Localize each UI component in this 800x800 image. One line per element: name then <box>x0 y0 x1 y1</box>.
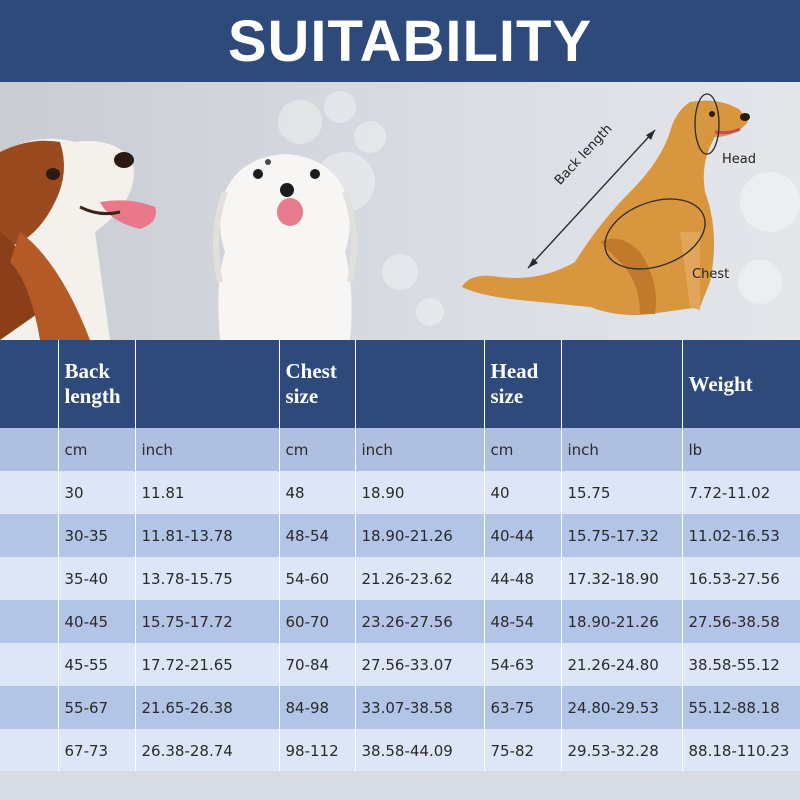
table-cell: 21.26-23.62 <box>355 557 485 600</box>
table-cell: 63-75 <box>484 686 562 729</box>
size-table: Back length Chest size Head size Weight cm inch… <box>0 340 800 772</box>
table-cell: 27.56-33.07 <box>355 643 485 686</box>
table-row: 55-67 21.65-26.38 84-98 33.07-38.58 63-75 24.… <box>0 686 800 729</box>
table-cell: 54-63 <box>484 643 562 686</box>
head-measure-loop <box>694 93 720 155</box>
row-spacer <box>0 514 59 557</box>
row-spacer <box>0 471 59 514</box>
table-cell: 23.26-27.56 <box>355 600 485 643</box>
row-spacer <box>0 557 59 600</box>
table-cell: 55.12-88.18 <box>682 686 800 729</box>
table-header-cell <box>355 340 485 428</box>
dog-illustrations <box>0 91 800 340</box>
unit-cell: inch <box>561 428 683 471</box>
table-cell: 11.81 <box>135 471 280 514</box>
table-cell: 30-35 <box>58 514 136 557</box>
table-cell: 13.78-15.75 <box>135 557 280 600</box>
row-spacer <box>0 729 59 772</box>
table-cell: 54-60 <box>279 557 356 600</box>
bottom-strip <box>0 771 800 800</box>
row-spacer <box>0 643 59 686</box>
table-cell: 15.75 <box>561 471 683 514</box>
table-row: 40-45 15.75-17.72 60-70 23.26-27.56 48-54 18.… <box>0 600 800 643</box>
chest-measure-loop <box>604 198 706 270</box>
title-banner: SUITABILITY <box>0 0 800 82</box>
table-cell: 18.90 <box>355 471 485 514</box>
table-cell: 67-73 <box>58 729 136 772</box>
table-cell: 45-55 <box>58 643 136 686</box>
table-cell: 38.58-55.12 <box>682 643 800 686</box>
table-cell: 33.07-38.58 <box>355 686 485 729</box>
unit-cell: inch <box>135 428 280 471</box>
table-cell: 40-45 <box>58 600 136 643</box>
table-row: 35-40 13.78-15.75 54-60 21.26-23.62 44-48 17.… <box>0 557 800 600</box>
table-unit-row: cm inch cm inch cm inch lb <box>0 428 800 471</box>
table-header-spacer <box>0 340 59 428</box>
table-header-row: Back length Chest size Head size Weight <box>0 340 800 428</box>
table-cell: 48 <box>279 471 356 514</box>
table-row: 67-73 26.38-28.74 98-112 38.58-44.09 75-82 29… <box>0 729 800 772</box>
table-cell: 11.02-16.53 <box>682 514 800 557</box>
table-cell: 60-70 <box>279 600 356 643</box>
unit-cell: cm <box>279 428 356 471</box>
table-cell: 44-48 <box>484 557 562 600</box>
table-cell: 11.81-13.78 <box>135 514 280 557</box>
unit-spacer <box>0 428 59 471</box>
unit-cell: inch <box>355 428 485 471</box>
page-title: SUITABILITY <box>227 8 593 74</box>
table-header-cell <box>135 340 280 428</box>
back-length-arrow <box>527 129 656 269</box>
table-cell: 27.56-38.58 <box>682 600 800 643</box>
table-cell: 16.53-27.56 <box>682 557 800 600</box>
table-row: 30-35 11.81-13.78 48-54 18.90-21.26 40-44 15.… <box>0 514 800 557</box>
table-cell: 17.72-21.65 <box>135 643 280 686</box>
row-spacer <box>0 686 59 729</box>
table-cell: 98-112 <box>279 729 356 772</box>
table-cell: 15.75-17.72 <box>135 600 280 643</box>
table-cell: 35-40 <box>58 557 136 600</box>
table-header-cell: Weight <box>682 340 800 428</box>
table-cell: 7.72-11.02 <box>682 471 800 514</box>
maltese-dog-image <box>213 154 357 340</box>
table-row: 30 11.81 48 18.90 40 15.75 7.72-11.02 <box>0 471 800 514</box>
table-cell: 18.90-21.26 <box>355 514 485 557</box>
table-cell: 15.75-17.32 <box>561 514 683 557</box>
table-header-cell <box>561 340 683 428</box>
table-cell: 55-67 <box>58 686 136 729</box>
table-cell: 17.32-18.90 <box>561 557 683 600</box>
table-cell: 75-82 <box>484 729 562 772</box>
table-cell: 30 <box>58 471 136 514</box>
table-cell: 29.53-32.28 <box>561 729 683 772</box>
table-cell: 70-84 <box>279 643 356 686</box>
table-row: 45-55 17.72-21.65 70-84 27.56-33.07 54-63 21.… <box>0 643 800 686</box>
table-cell: 88.18-110.23 <box>682 729 800 772</box>
head-label: Head <box>722 152 756 167</box>
table-cell: 21.65-26.38 <box>135 686 280 729</box>
dog-photo-area: Back length Head Chest <box>0 82 800 340</box>
table-cell: 26.38-28.74 <box>135 729 280 772</box>
table-cell: 38.58-44.09 <box>355 729 485 772</box>
table-header-cell: Head size <box>484 340 562 428</box>
table-cell: 21.26-24.80 <box>561 643 683 686</box>
table-header-cell: Back length <box>58 340 136 428</box>
table-cell: 48-54 <box>484 600 562 643</box>
unit-cell: cm <box>58 428 136 471</box>
table-cell: 84-98 <box>279 686 356 729</box>
spaniel-dog-image <box>0 138 156 340</box>
table-cell: 18.90-21.26 <box>561 600 683 643</box>
table-cell: 48-54 <box>279 514 356 557</box>
table-cell: 40-44 <box>484 514 562 557</box>
golden-retriever-image <box>462 93 750 316</box>
table-cell: 40 <box>484 471 562 514</box>
chest-label: Chest <box>692 267 730 282</box>
table-cell: 24.80-29.53 <box>561 686 683 729</box>
unit-cell: lb <box>682 428 800 471</box>
row-spacer <box>0 600 59 643</box>
table-header-cell: Chest size <box>279 340 356 428</box>
unit-cell: cm <box>484 428 562 471</box>
